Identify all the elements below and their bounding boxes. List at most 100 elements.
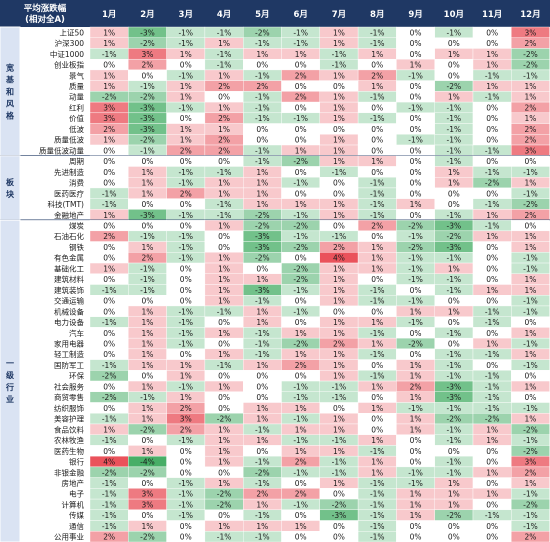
- cell-value: 0%: [410, 533, 422, 542]
- row-label: 景气: [69, 70, 84, 80]
- cell-value: 2%: [180, 404, 192, 413]
- cell-value: -2%: [293, 221, 308, 230]
- group-label-1: 板块: [6, 177, 15, 199]
- cell-value: -1%: [447, 372, 462, 381]
- cell-value: -1%: [102, 318, 117, 327]
- cell-value: -1%: [178, 307, 193, 316]
- row-label-bg: [20, 155, 90, 167]
- cell-value: 0%: [333, 82, 345, 91]
- cell-value: 0%: [371, 136, 383, 145]
- cell-value: 0%: [410, 522, 422, 531]
- row-label: 通信: [69, 521, 84, 531]
- cell-value: -1%: [293, 211, 308, 220]
- cell-value: -2%: [102, 93, 117, 102]
- row-label: 传媒: [69, 510, 84, 520]
- cell-value: 1%: [333, 286, 345, 295]
- cell-value: -1%: [332, 168, 347, 177]
- cell-value: 1%: [180, 393, 192, 402]
- row-label: 动量: [69, 92, 84, 102]
- cell-value: 0%: [256, 393, 268, 402]
- cell-value: 4%: [103, 458, 115, 467]
- cell-value: 2%: [295, 361, 307, 370]
- row-label-bg: [20, 112, 90, 124]
- cell-value: 0%: [180, 264, 192, 273]
- cell-value: -1%: [255, 157, 270, 166]
- cell-value: -2%: [293, 243, 308, 252]
- cell-value: -1%: [370, 500, 385, 509]
- cell-value: 0%: [333, 522, 345, 531]
- cell-value: 3%: [524, 146, 536, 155]
- cell-value: 1%: [486, 82, 498, 91]
- cell-value: 1%: [218, 425, 230, 434]
- cell-value: 1%: [371, 254, 383, 263]
- cell-value: 1%: [371, 264, 383, 273]
- cell-value: -1%: [293, 28, 308, 37]
- row-label-bg: [20, 488, 90, 500]
- cell-value: 0%: [524, 393, 536, 402]
- cell-value: -1%: [140, 82, 155, 91]
- cell-value: 1%: [448, 179, 460, 188]
- cell-value: 1%: [486, 436, 498, 445]
- cell-value: 2%: [524, 103, 536, 112]
- cell-value: 1%: [371, 404, 383, 413]
- cell-value: 1%: [333, 114, 345, 123]
- cell-value: 1%: [333, 93, 345, 102]
- cell-value: 1%: [256, 189, 268, 198]
- cell-value: -3%: [255, 286, 270, 295]
- cell-value: -1%: [178, 243, 193, 252]
- cell-value: 3%: [141, 490, 153, 499]
- cell-value: 0%: [295, 61, 307, 70]
- row-label-bg: [20, 187, 90, 199]
- cell-value: 0%: [218, 393, 230, 402]
- cell-value: -1%: [293, 436, 308, 445]
- cell-value: -1%: [485, 146, 500, 155]
- cell-value: 0%: [410, 93, 422, 102]
- cell-value: 1%: [333, 200, 345, 209]
- cell-value: 0%: [371, 232, 383, 241]
- cell-value: -1%: [102, 522, 117, 531]
- cell-value: 0%: [180, 297, 192, 306]
- row-label: 中证1000: [50, 49, 84, 59]
- cell-value: 0%: [333, 307, 345, 316]
- cell-value: 2%: [218, 114, 230, 123]
- cell-value: 2%: [371, 71, 383, 80]
- row-label-bg: [20, 359, 90, 371]
- row-label: 农林牧渔: [54, 435, 84, 445]
- cell-value: 1%: [180, 136, 192, 145]
- cell-value: 1%: [295, 146, 307, 155]
- cell-value: -1%: [408, 479, 423, 488]
- cell-value: 1%: [333, 39, 345, 48]
- cell-value: 1%: [486, 425, 498, 434]
- cell-value: 1%: [103, 82, 115, 91]
- cell-value: 0%: [333, 221, 345, 230]
- group-label-0: 宽基和风格: [5, 62, 15, 120]
- cell-value: -2%: [255, 254, 270, 263]
- row-label-bg: [20, 381, 90, 392]
- row-label-bg: [20, 241, 90, 253]
- cell-value: 2%: [180, 189, 192, 198]
- cell-value: -1%: [485, 221, 500, 230]
- cell-value: 1%: [524, 350, 536, 359]
- cell-value: 0%: [103, 404, 115, 413]
- row-label: 石油石化: [54, 231, 84, 241]
- cell-value: 1%: [524, 415, 536, 424]
- row-label: 建筑材料: [54, 274, 84, 284]
- cell-value: 1%: [295, 522, 307, 531]
- cell-value: 2%: [333, 340, 345, 349]
- cell-value: 1%: [103, 28, 115, 37]
- cell-value: -1%: [332, 50, 347, 59]
- row-label: 汽车: [69, 328, 84, 338]
- cell-value: -2%: [332, 500, 347, 509]
- cell-value: 0%: [448, 39, 460, 48]
- cell-value: 0%: [218, 318, 230, 327]
- cell-value: 1%: [410, 393, 422, 402]
- cell-value: -1%: [293, 232, 308, 241]
- cell-value: -1%: [485, 318, 500, 327]
- cell-value: 2%: [524, 533, 536, 542]
- cell-value: 0%: [486, 329, 498, 338]
- cell-value: 0%: [410, 39, 422, 48]
- cell-value: -2%: [102, 393, 117, 402]
- cell-value: -1%: [370, 447, 385, 456]
- cell-value: 1%: [410, 361, 422, 370]
- row-label-bg: [20, 520, 90, 532]
